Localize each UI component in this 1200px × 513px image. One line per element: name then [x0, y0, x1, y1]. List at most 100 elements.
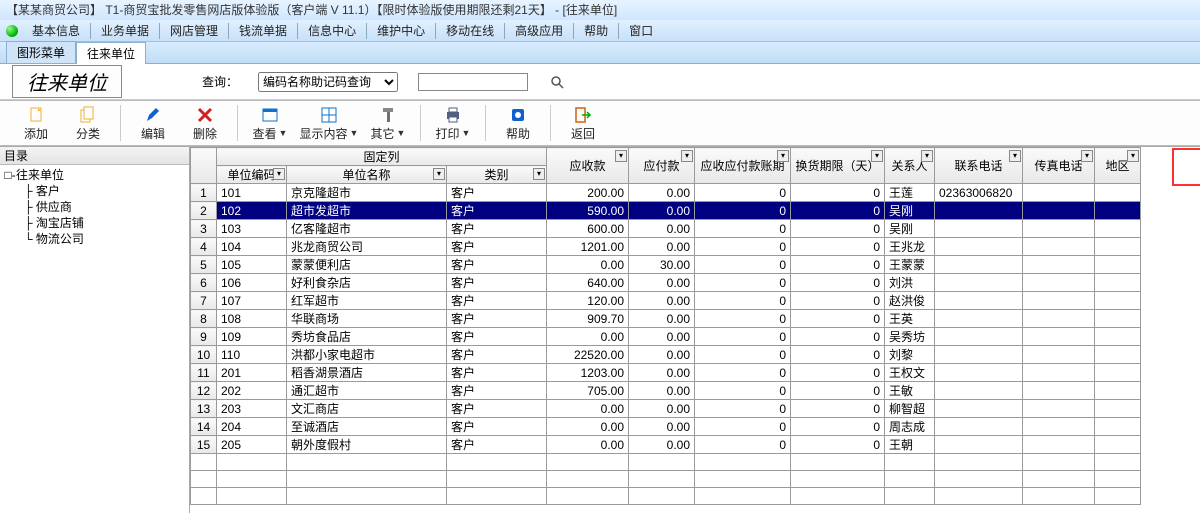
cell-region[interactable]	[1095, 382, 1141, 400]
cell-tel[interactable]	[935, 310, 1023, 328]
cell-contact[interactable]: 赵洪俊	[885, 292, 935, 310]
cell-period[interactable]: 0	[695, 238, 791, 256]
cell-tel[interactable]	[935, 292, 1023, 310]
cell-name[interactable]: 通汇超市	[287, 382, 447, 400]
cell-rn[interactable]: 7	[191, 292, 217, 310]
chevron-down-icon[interactable]: ▾	[777, 150, 789, 162]
cell-period[interactable]: 0	[695, 346, 791, 364]
cell-period[interactable]: 0	[695, 400, 791, 418]
data-grid[interactable]: 固定列应收款▾应付款▾应收应付款账期▾换货期限（天）▾关系人▾联系电话▾传真电话…	[190, 147, 1141, 505]
cell-swap[interactable]: 0	[791, 346, 885, 364]
cell-type[interactable]: 客户	[447, 328, 547, 346]
cell-pay[interactable]: 0.00	[629, 382, 695, 400]
cell-recv[interactable]: 0.00	[547, 418, 629, 436]
cell-type[interactable]: 客户	[447, 310, 547, 328]
cell-type[interactable]: 客户	[447, 400, 547, 418]
table-row[interactable]: 4104兆龙商贸公司客户1201.000.0000王兆龙	[191, 238, 1141, 256]
cell-name[interactable]: 亿客隆超市	[287, 220, 447, 238]
cell-code[interactable]: 101	[217, 184, 287, 202]
col-rownum[interactable]	[191, 148, 217, 184]
help-button[interactable]: 帮助	[492, 102, 544, 144]
tree-node-2[interactable]: ├ 淘宝店铺	[24, 215, 185, 231]
cell-code[interactable]: 105	[217, 256, 287, 274]
cell-code[interactable]: 204	[217, 418, 287, 436]
cell-name[interactable]: 超市发超市	[287, 202, 447, 220]
menu-item-1[interactable]: 业务单据	[93, 20, 157, 41]
cell-contact[interactable]: 王敏	[885, 382, 935, 400]
menu-item-9[interactable]: 窗口	[621, 20, 661, 41]
cell-swap[interactable]: 0	[791, 220, 885, 238]
tree-node-0[interactable]: ├ 客户	[24, 183, 185, 199]
cell-fax[interactable]	[1023, 256, 1095, 274]
menu-item-7[interactable]: 高级应用	[507, 20, 571, 41]
category-button[interactable]: 分类	[62, 102, 114, 144]
cell-fax[interactable]	[1023, 292, 1095, 310]
cell-code[interactable]: 107	[217, 292, 287, 310]
cell-name[interactable]: 京克隆超市	[287, 184, 447, 202]
cell-rn[interactable]: 9	[191, 328, 217, 346]
cell-swap[interactable]: 0	[791, 382, 885, 400]
cell-type[interactable]: 客户	[447, 274, 547, 292]
menu-item-0[interactable]: 基本信息	[24, 20, 88, 41]
table-row[interactable]: 9109秀坊食品店客户0.000.0000吴秀坊	[191, 328, 1141, 346]
edit-button[interactable]: 编辑	[127, 102, 179, 144]
cell-pay[interactable]: 0.00	[629, 310, 695, 328]
col-fax[interactable]: 传真电话▾	[1023, 148, 1095, 184]
menu-item-6[interactable]: 移动在线	[438, 20, 502, 41]
table-row[interactable]: 13203文汇商店客户0.000.0000柳智超	[191, 400, 1141, 418]
cell-tel[interactable]	[935, 418, 1023, 436]
cell-pay[interactable]: 0.00	[629, 328, 695, 346]
cell-region[interactable]	[1095, 256, 1141, 274]
table-row[interactable]: 1101京克隆超市客户200.000.0000王莲02363006820	[191, 184, 1141, 202]
cell-region[interactable]	[1095, 436, 1141, 454]
cell-name[interactable]: 兆龙商贸公司	[287, 238, 447, 256]
cell-swap[interactable]: 0	[791, 202, 885, 220]
cell-region[interactable]	[1095, 184, 1141, 202]
col-recv[interactable]: 应收款▾	[547, 148, 629, 184]
cell-period[interactable]: 0	[695, 256, 791, 274]
cell-contact[interactable]: 王权文	[885, 364, 935, 382]
search-icon[interactable]	[548, 73, 566, 91]
cell-pay[interactable]: 0.00	[629, 202, 695, 220]
cell-period[interactable]: 0	[695, 184, 791, 202]
cell-pay[interactable]: 0.00	[629, 346, 695, 364]
cell-rn[interactable]: 3	[191, 220, 217, 238]
cell-contact[interactable]: 周志成	[885, 418, 935, 436]
cell-name[interactable]: 好利食杂店	[287, 274, 447, 292]
chevron-down-icon[interactable]: ▾	[615, 150, 627, 162]
table-row[interactable]: 7107红军超市客户120.000.0000赵洪俊	[191, 292, 1141, 310]
cell-pay[interactable]: 30.00	[629, 256, 695, 274]
other-button[interactable]: 其它▼	[362, 102, 414, 144]
cell-type[interactable]: 客户	[447, 202, 547, 220]
cell-rn[interactable]: 15	[191, 436, 217, 454]
cell-rn[interactable]: 11	[191, 364, 217, 382]
cell-fax[interactable]	[1023, 364, 1095, 382]
display-button[interactable]: 显示内容▼	[296, 102, 362, 144]
cell-code[interactable]: 102	[217, 202, 287, 220]
cell-region[interactable]	[1095, 310, 1141, 328]
col-period[interactable]: 应收应付款账期▾	[695, 148, 791, 184]
print-button[interactable]: 打印▼	[427, 102, 479, 144]
cell-type[interactable]: 客户	[447, 238, 547, 256]
cell-period[interactable]: 0	[695, 310, 791, 328]
cell-recv[interactable]: 200.00	[547, 184, 629, 202]
cell-recv[interactable]: 22520.00	[547, 346, 629, 364]
cell-fax[interactable]	[1023, 346, 1095, 364]
cell-period[interactable]: 0	[695, 292, 791, 310]
cell-code[interactable]: 103	[217, 220, 287, 238]
cell-fax[interactable]	[1023, 328, 1095, 346]
cell-region[interactable]	[1095, 220, 1141, 238]
col-region[interactable]: 地区▾	[1095, 148, 1141, 184]
cell-type[interactable]: 客户	[447, 364, 547, 382]
chevron-down-icon[interactable]: ▾	[871, 150, 883, 162]
table-row[interactable]: 6106好利食杂店客户640.000.0000刘洪	[191, 274, 1141, 292]
chevron-down-icon[interactable]: ▾	[433, 168, 445, 180]
delete-button[interactable]: 删除	[179, 102, 231, 144]
query-input[interactable]	[418, 73, 528, 91]
cell-fax[interactable]	[1023, 418, 1095, 436]
cell-recv[interactable]: 640.00	[547, 274, 629, 292]
chevron-down-icon[interactable]: ▾	[1009, 150, 1021, 162]
menu-item-3[interactable]: 钱流单据	[231, 20, 295, 41]
cell-recv[interactable]: 590.00	[547, 202, 629, 220]
cell-period[interactable]: 0	[695, 382, 791, 400]
